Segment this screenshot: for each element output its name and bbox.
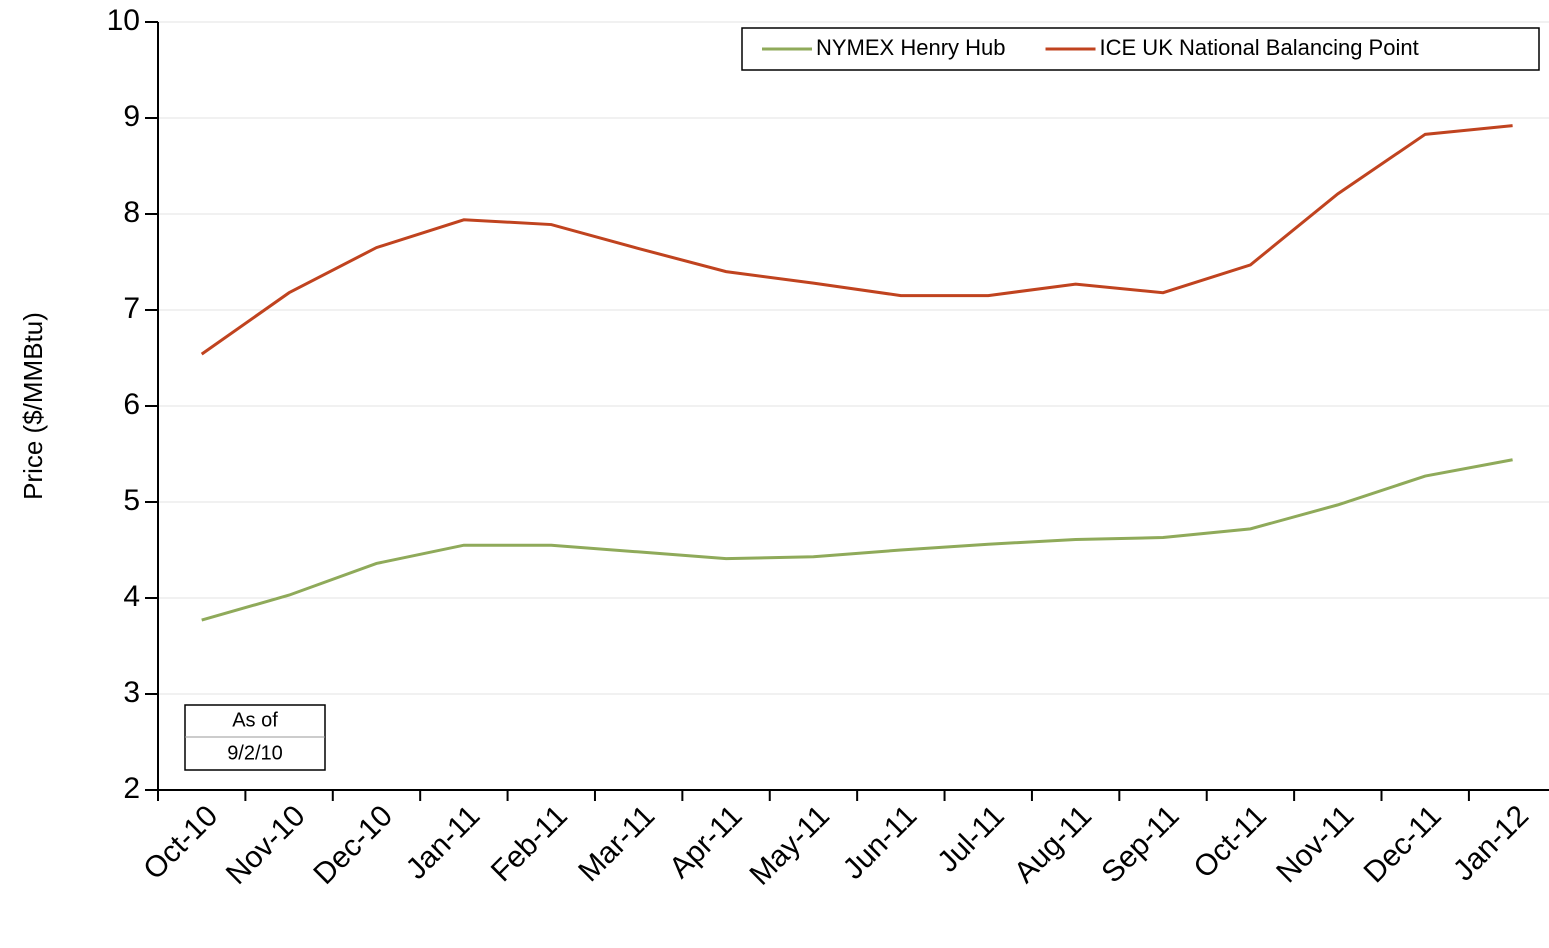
- legend-label: NYMEX Henry Hub: [816, 35, 1006, 60]
- y-tick-label: 10: [107, 4, 140, 37]
- y-tick-label: 7: [123, 292, 140, 325]
- x-tick-label: May-11: [744, 799, 836, 891]
- y-tick-label: 5: [123, 484, 140, 517]
- x-tick-label: Oct-10: [137, 799, 224, 886]
- x-tick-label: Feb-11: [485, 799, 574, 888]
- x-tick-label: Dec-10: [307, 799, 399, 891]
- x-tick-label: Mar-11: [572, 799, 661, 888]
- y-tick-label: 4: [123, 580, 140, 613]
- x-tick-label: Jan-11: [400, 799, 487, 886]
- x-tick-label: Jan-12: [1447, 799, 1535, 887]
- x-tick-label: Aug-11: [1008, 799, 1098, 889]
- x-tick-label: Nov-10: [220, 799, 312, 891]
- series-line: [200, 124, 1513, 356]
- x-tick-label: Jul-11: [931, 799, 1011, 879]
- legend-label: ICE UK National Balancing Point: [1100, 35, 1419, 60]
- x-tick-label: Dec-11: [1358, 799, 1448, 889]
- legend-box: [741, 27, 1540, 71]
- annotation: As of: [232, 709, 278, 731]
- x-tick-label: Apr-11: [663, 799, 748, 884]
- series-line: [201, 458, 1513, 622]
- y-tick-label: 6: [123, 388, 140, 421]
- x-tick-label: Sep-11: [1095, 799, 1185, 889]
- annotation: 9/2/10: [227, 742, 283, 764]
- y-tick-label: 9: [123, 100, 140, 133]
- legend: NYMEX Henry Hub ICE UK National Balancing…: [741, 27, 1540, 71]
- y-tick-label: 3: [123, 676, 140, 709]
- x-tick-label: Jun-11: [837, 799, 924, 886]
- x-tick-label: Nov-11: [1270, 799, 1360, 889]
- y-tick-label: 8: [123, 196, 140, 229]
- x-tick-label: Oct-11: [1188, 799, 1273, 884]
- y-axis-label: Price ($/MMBtu): [18, 312, 48, 500]
- y-tick-label: 2: [123, 772, 140, 805]
